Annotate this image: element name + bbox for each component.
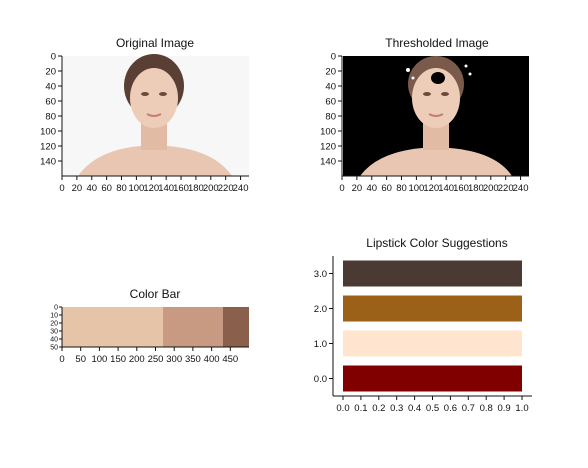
original-image-x-tick-label: 120 [143, 183, 159, 194]
color-bar-x-tick-label: 350 [185, 354, 201, 365]
color-bar-y-tick-label: 30 [50, 329, 58, 336]
original-image-x-tick-label: 160 [173, 183, 189, 194]
original-image-y-tick-label: 120 [40, 142, 56, 153]
thresholded-image-x-tick-label: 120 [423, 183, 439, 194]
lipstick-color-bar [343, 260, 522, 287]
lipstick-x-tick-label: 0.5 [426, 403, 439, 414]
thresholded-image-x-tick-label: 40 [366, 183, 377, 194]
thresholded-image-y-tick-label: 80 [325, 112, 336, 123]
original-image-y-tick-label: 100 [40, 127, 56, 138]
color-bar-x-tick-label: 100 [91, 354, 107, 365]
original-image-x-tick-label: 200 [203, 183, 219, 194]
color-bar-x-tick-label: 450 [222, 354, 238, 365]
color-bar-y-tick-label: 50 [50, 345, 58, 352]
color-bar-y-tick-label: 40 [50, 337, 58, 344]
lipstick-x-tick-label: 1.0 [515, 403, 528, 414]
thresholded-image-x-tick-label: 80 [396, 183, 407, 194]
original-image-title: Original Image [116, 36, 194, 50]
color-bar-x-tick-label: 0 [59, 354, 64, 365]
thresholded-image-y-tick-label: 40 [325, 82, 336, 93]
original-image-x-tick-label: 20 [72, 183, 83, 194]
original-image-x-tick-label: 80 [116, 183, 127, 194]
lipstick-color-bar [343, 295, 522, 322]
original-image-picture [63, 54, 249, 176]
thresholded-image-y-tick-label: 140 [320, 157, 336, 168]
lipstick-y-tick-label: 3.0 [314, 269, 327, 280]
original-image-y-tick-label: 20 [45, 67, 56, 78]
thresholded-image-x-tick-label: 0 [339, 183, 344, 194]
thresholded-image-x-tick-label: 20 [352, 183, 363, 194]
color-bar-x-tick-label: 300 [166, 354, 182, 365]
color-bar-x-tick-label: 50 [75, 354, 86, 365]
thresholded-image-x-tick-label: 180 [468, 183, 484, 194]
thresholded-image-x-tick-label: 60 [381, 183, 392, 194]
lipstick-y-tick-label: 1.0 [314, 339, 327, 350]
thresholded-image-y-tick-label: 60 [325, 97, 336, 108]
color-bar-x-tick-label: 400 [204, 354, 220, 365]
color-bar-segment [162, 307, 223, 347]
original-image-x-tick-label: 40 [86, 183, 97, 194]
original-image-x-tick-label: 240 [233, 183, 249, 194]
thresholded-image-y-tick-label: 0 [331, 52, 336, 63]
original-image-y-tick-label: 40 [45, 82, 56, 93]
lipstick-title: Lipstick Color Suggestions [366, 236, 507, 250]
thresholded-image-title: Thresholded Image [385, 36, 489, 50]
thresholded-image-x-tick-label: 100 [408, 183, 424, 194]
thresholded-image-y-tick-label: 120 [320, 142, 336, 153]
original-image-x-tick-label: 0 [59, 183, 64, 194]
color-bar-y-tick-label: 10 [50, 313, 58, 320]
color-bar-segment [222, 307, 249, 347]
thresholded-image-x-tick-label: 240 [513, 183, 529, 194]
lipstick-x-tick-label: 0.6 [444, 403, 457, 414]
color-bar-y-tick-label: 0 [54, 305, 58, 312]
color-bar-title: Color Bar [130, 287, 181, 301]
thresholded-image-x-tick-label: 140 [438, 183, 454, 194]
thresholded-image-y-tick-label: 20 [325, 67, 336, 78]
original-image-y-tick-label: 60 [45, 97, 56, 108]
original-image-x-tick-label: 100 [128, 183, 144, 194]
lipstick-x-tick-label: 0.2 [372, 403, 385, 414]
original-image-y-tick-label: 0 [51, 52, 56, 63]
original-image-y-tick-label: 140 [40, 157, 56, 168]
original-image-x-tick-label: 220 [218, 183, 234, 194]
lipstick-color-bar [343, 365, 522, 392]
lipstick-x-tick-label: 0.1 [354, 403, 367, 414]
panel-lipstick-suggestions: Lipstick Color Suggestions 0.01.02.03.0 … [314, 236, 532, 414]
color-bar-x-tick-label: 250 [148, 354, 164, 365]
thresholded-image-y-tick-label: 100 [320, 127, 336, 138]
lipstick-y-tick-label: 0.0 [314, 374, 327, 385]
lipstick-x-tick-label: 0.4 [408, 403, 421, 414]
lipstick-x-tick-label: 0.3 [390, 403, 403, 414]
original-image-x-tick-label: 60 [101, 183, 112, 194]
thresholded-image-x-tick-label: 220 [498, 183, 514, 194]
lipstick-x-tick-label: 0.0 [336, 403, 349, 414]
original-image-y-tick-label: 80 [45, 112, 56, 123]
thresholded-image-x-tick-label: 200 [483, 183, 499, 194]
thresholded-image-x-tick-label: 160 [453, 183, 469, 194]
lipstick-color-bar [343, 330, 522, 357]
lipstick-x-tick-label: 0.7 [462, 403, 475, 414]
color-bar-y-tick-label: 20 [50, 321, 58, 328]
lipstick-y-tick-label: 2.0 [314, 304, 327, 315]
thresholded-image-picture [343, 56, 529, 176]
lipstick-x-tick-label: 0.9 [497, 403, 510, 414]
color-bar-x-tick-label: 200 [129, 354, 145, 365]
color-bar-segment [62, 307, 163, 347]
original-image-x-tick-label: 180 [188, 183, 204, 194]
color-bar-x-tick-label: 150 [110, 354, 126, 365]
lipstick-x-tick-label: 0.8 [480, 403, 493, 414]
original-image-x-tick-label: 140 [158, 183, 174, 194]
